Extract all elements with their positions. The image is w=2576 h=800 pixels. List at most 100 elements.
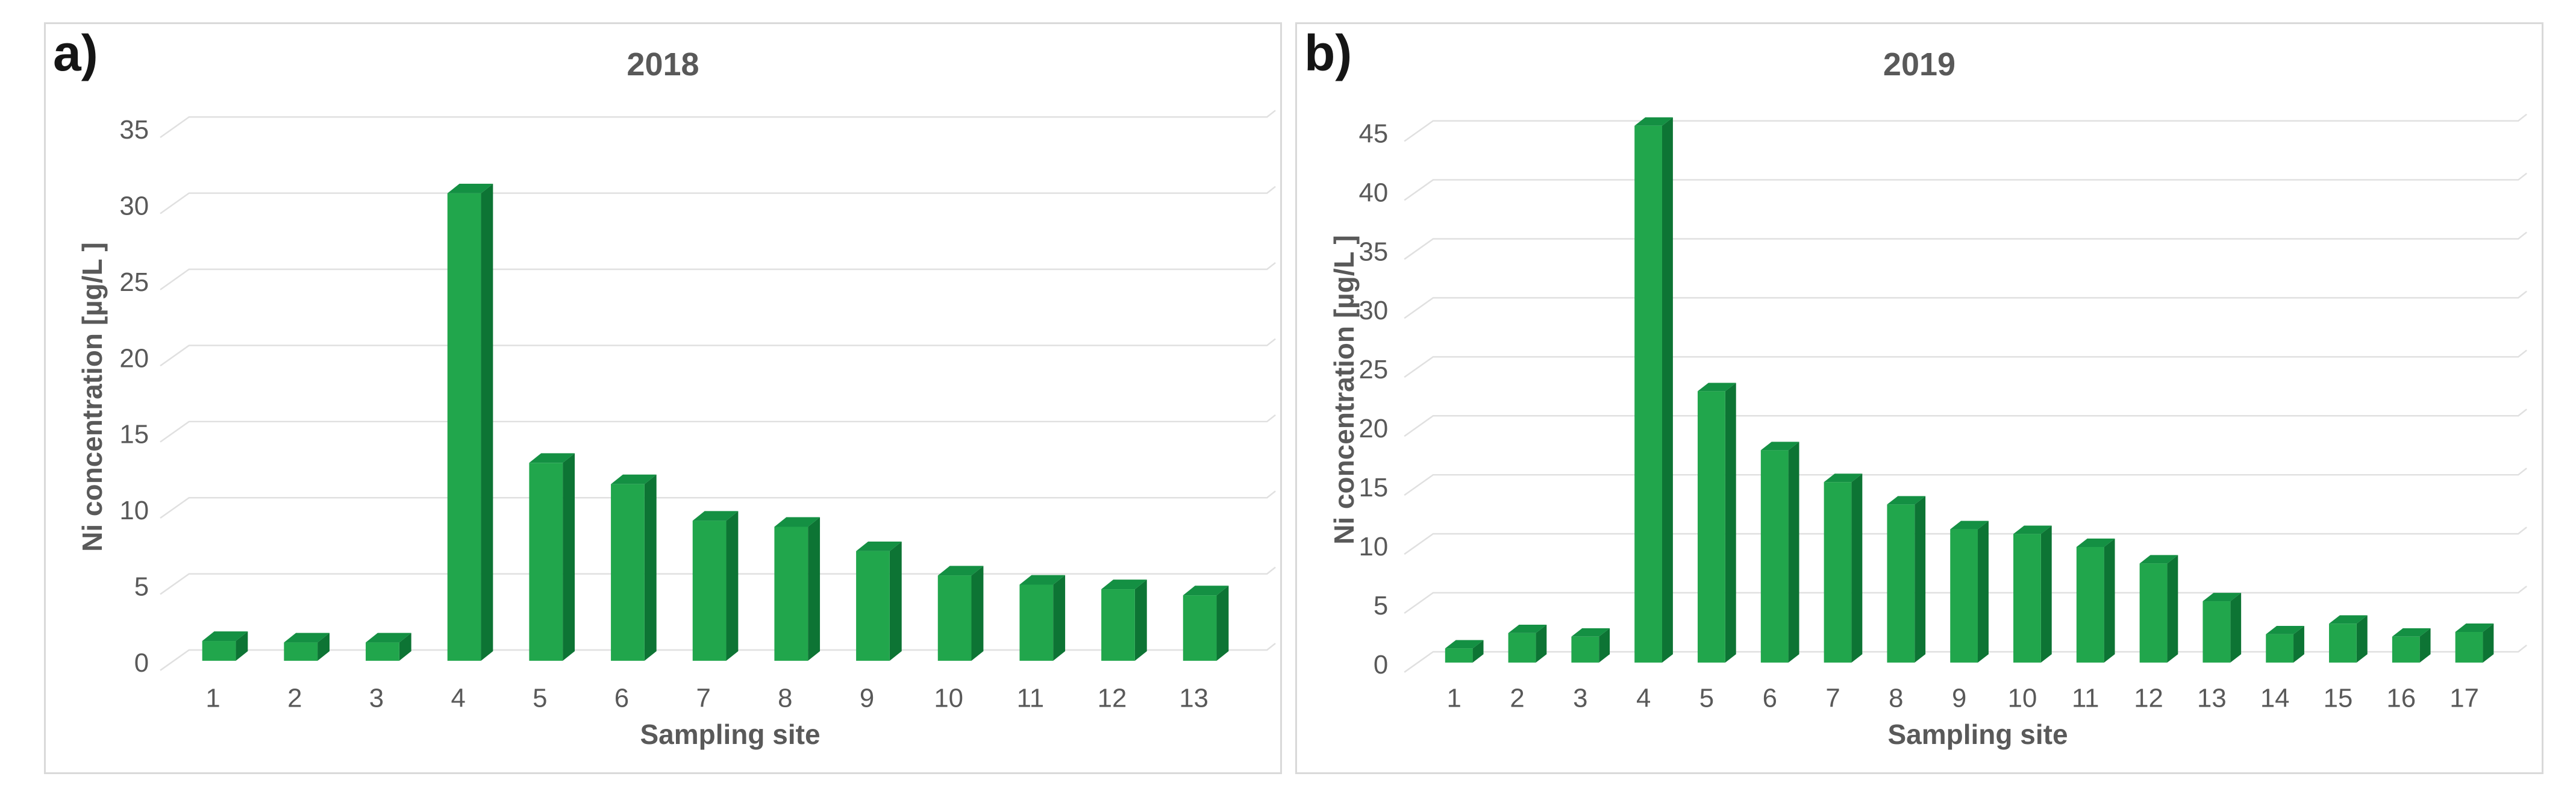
bar-top-face <box>2202 593 2242 602</box>
bar <box>1445 648 1473 663</box>
bar-side-face <box>1788 442 1799 663</box>
chart-title-2019: 2019 <box>1883 46 1956 83</box>
x-tick-label: 5 <box>1699 684 1714 713</box>
bar-top-face <box>1445 640 1484 649</box>
bar-top-face <box>2013 525 2052 534</box>
bar <box>2202 601 2231 663</box>
bar <box>284 642 318 661</box>
bar-side-face <box>1599 628 1610 663</box>
bar-side-face <box>2483 623 2494 663</box>
gridline <box>160 186 1276 214</box>
bar <box>774 527 808 661</box>
bar <box>447 193 481 661</box>
y-axis-title-2018: Ni concentration [µg/L ] <box>77 242 108 552</box>
panel-label-b: b) <box>1304 25 1352 81</box>
x-tick-label: 8 <box>778 684 792 713</box>
bar-top-face <box>856 541 902 551</box>
bar <box>366 642 399 661</box>
gridline <box>160 490 1276 519</box>
gridline <box>1404 467 2527 496</box>
bar-side-face <box>1472 640 1484 663</box>
bar-top-face <box>2329 615 2368 624</box>
x-tick-label: 3 <box>369 684 384 713</box>
x-tick-label: 13 <box>2197 684 2227 713</box>
x-tick-label: 6 <box>1763 684 1777 713</box>
bar <box>2266 634 2294 663</box>
bar <box>611 484 645 661</box>
bar-side-face <box>889 541 902 661</box>
bar-side-face <box>2167 555 2178 663</box>
bar-top-face <box>1698 383 1736 392</box>
x-tick-label: 11 <box>1017 684 1044 713</box>
gridline <box>1404 172 2527 201</box>
bar-top-face <box>1183 586 1229 596</box>
x-tick-label: 10 <box>2008 684 2037 713</box>
gridline <box>160 110 1276 139</box>
bar <box>1571 636 1599 663</box>
bar <box>2455 631 2483 663</box>
y-tick-label: 5 <box>134 572 149 601</box>
x-tick-label: 4 <box>1636 684 1651 713</box>
bar-top-face <box>1101 580 1147 590</box>
bar <box>2392 636 2420 663</box>
bar <box>1760 450 1789 663</box>
y-tick-label: 45 <box>1359 119 1389 148</box>
x-tick-label: 1 <box>1447 684 1462 713</box>
gridline <box>160 262 1276 290</box>
gridline <box>160 338 1276 367</box>
bar <box>1101 589 1135 661</box>
y-tick-label: 30 <box>1359 296 1389 325</box>
bar-side-face <box>1053 575 1066 661</box>
x-tick-label: 7 <box>696 684 710 713</box>
y-tick-label: 40 <box>1359 178 1389 207</box>
bar-top-face <box>1571 628 1610 637</box>
y-tick-label: 0 <box>1374 650 1388 680</box>
bar <box>1183 595 1217 661</box>
gridline <box>160 414 1276 443</box>
x-tick-label: 1 <box>205 684 220 713</box>
y-tick-label: 35 <box>119 115 149 145</box>
bar-side-face <box>1536 624 1547 663</box>
bar-side-face <box>399 633 411 661</box>
bar-side-face <box>563 453 575 661</box>
bar-top-face <box>202 631 248 642</box>
x-tick-label: 15 <box>2324 684 2353 713</box>
bar <box>2139 563 2168 663</box>
chart-title-2018: 2018 <box>627 46 699 83</box>
gridline <box>1404 408 2527 437</box>
bar-side-face <box>1725 383 1736 663</box>
bar-top-face <box>1824 473 1863 483</box>
gridline <box>1404 349 2527 378</box>
panel-label-a: a) <box>53 25 98 81</box>
y-tick-label: 25 <box>119 267 149 297</box>
bar-top-face <box>611 474 657 484</box>
y-tick-label: 15 <box>119 420 149 449</box>
y-axis-title-2019: Ni concentration [µg/L ] <box>1328 235 1360 545</box>
bar-top-face <box>284 633 330 643</box>
y-tick-label: 5 <box>1374 591 1388 620</box>
bar <box>2076 546 2104 663</box>
bar-top-face <box>1760 442 1799 451</box>
bar <box>2329 623 2357 663</box>
x-axis-title-2018: Sampling site <box>640 719 821 750</box>
bar-side-face <box>236 631 248 661</box>
x-tick-label: 9 <box>1952 684 1966 713</box>
y-tick-label: 10 <box>1359 532 1389 561</box>
gridline <box>1404 113 2527 142</box>
gridline <box>1404 290 2527 319</box>
bar-side-face <box>1978 520 1989 663</box>
bar-top-face <box>1950 520 1989 530</box>
y-tick-label: 15 <box>1359 473 1389 502</box>
chart-panel-2018: a) 2018 Ni concentration [µg/L ] Samplin… <box>44 22 1282 774</box>
bar-side-face <box>1851 473 1863 663</box>
x-tick-label: 10 <box>934 684 963 713</box>
x-tick-label: 11 <box>2072 684 2099 713</box>
bar-side-face <box>1662 117 1673 663</box>
bar-side-face <box>2230 593 2242 663</box>
y-tick-label: 35 <box>1359 237 1389 266</box>
y-tick-label: 10 <box>119 496 149 525</box>
bar-side-face <box>644 474 657 661</box>
x-tick-label: 12 <box>2134 684 2163 713</box>
x-tick-label: 17 <box>2449 684 2479 713</box>
y-tick-label: 20 <box>1359 414 1389 443</box>
